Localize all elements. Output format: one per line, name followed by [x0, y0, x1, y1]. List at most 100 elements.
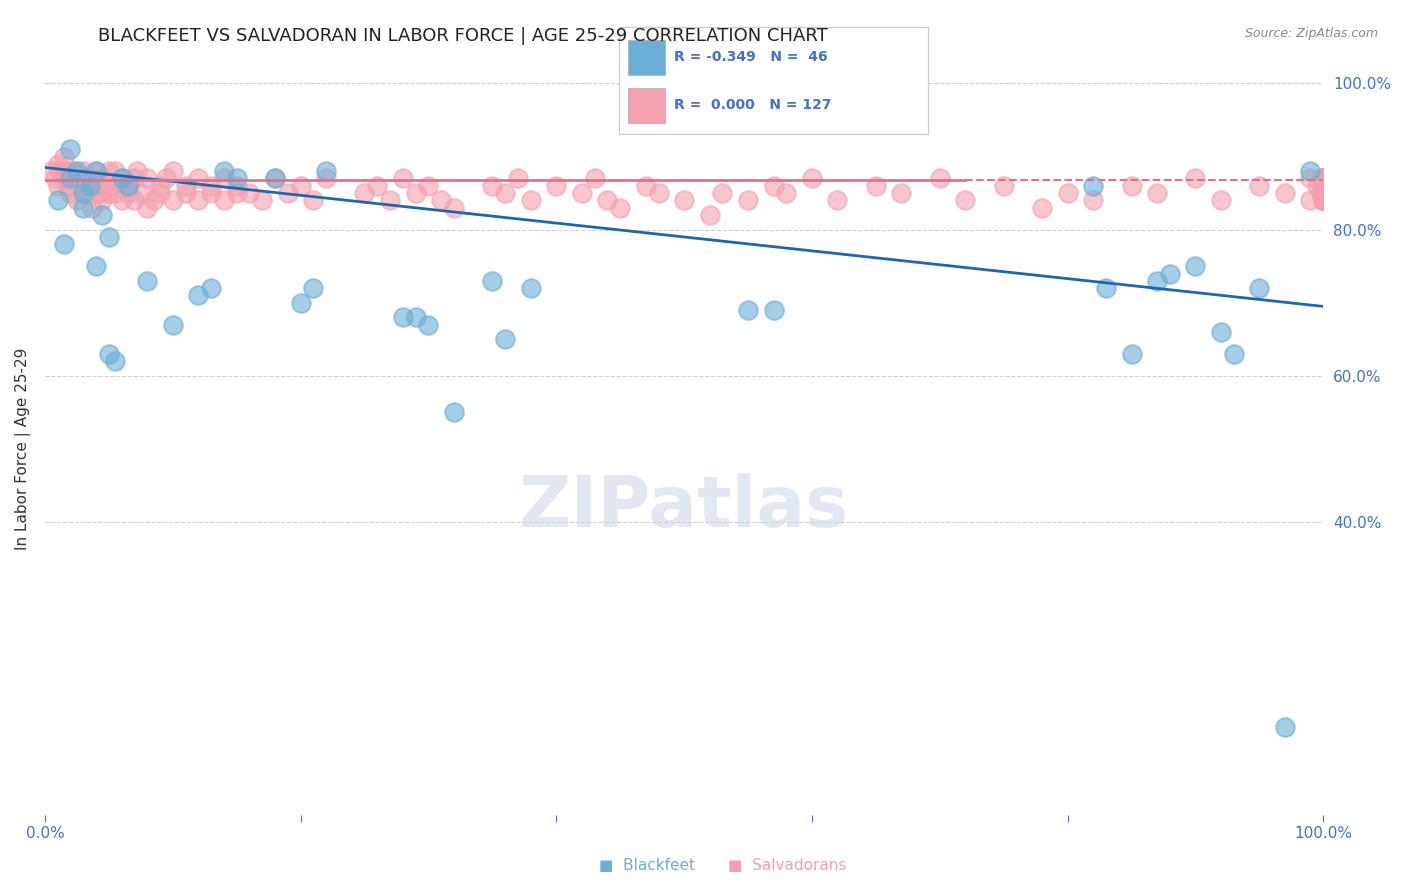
Point	[1121, 347, 1143, 361]
Text: R =  0.000   N = 127: R = 0.000 N = 127	[675, 98, 832, 112]
Point	[124, 171, 146, 186]
Point	[290, 295, 312, 310]
Point	[1312, 178, 1334, 193]
Point	[79, 178, 101, 193]
Point	[353, 186, 375, 200]
Point	[1312, 178, 1334, 193]
Point	[46, 194, 69, 208]
Point	[162, 164, 184, 178]
Point	[87, 186, 110, 200]
Point	[443, 405, 465, 419]
Point	[827, 194, 849, 208]
Point	[1274, 186, 1296, 200]
Point	[302, 281, 325, 295]
Point	[225, 171, 247, 186]
Point	[494, 186, 516, 200]
Point	[75, 186, 97, 200]
Point	[405, 310, 427, 325]
Text: Source: ZipAtlas.com: Source: ZipAtlas.com	[1244, 27, 1378, 40]
Point	[1310, 171, 1333, 186]
Point	[1083, 194, 1105, 208]
Point	[136, 201, 159, 215]
Point	[737, 194, 759, 208]
Point	[392, 171, 415, 186]
Point	[1312, 194, 1334, 208]
Point	[110, 171, 132, 186]
Point	[405, 186, 427, 200]
Point	[800, 171, 823, 186]
Point	[97, 164, 120, 178]
Point	[1184, 171, 1206, 186]
Point	[56, 178, 79, 193]
Point	[212, 194, 235, 208]
Point	[494, 332, 516, 346]
Point	[737, 303, 759, 318]
Point	[187, 288, 209, 302]
Point	[315, 164, 337, 178]
Point	[418, 318, 440, 332]
Text: R = -0.349   N =  46: R = -0.349 N = 46	[675, 50, 828, 63]
Point	[72, 186, 94, 200]
Point	[97, 347, 120, 361]
Point	[1299, 171, 1322, 186]
Point	[609, 201, 631, 215]
Point	[519, 194, 541, 208]
Point	[1312, 194, 1334, 208]
Point	[1312, 171, 1334, 186]
Point	[125, 164, 148, 178]
Text: ■  Salvadorans: ■ Salvadorans	[728, 858, 846, 872]
Point	[91, 208, 114, 222]
Point	[53, 150, 76, 164]
Point	[136, 274, 159, 288]
Point	[264, 171, 287, 186]
Point	[149, 178, 172, 193]
Point	[1159, 267, 1181, 281]
Point	[59, 142, 82, 156]
Point	[378, 194, 401, 208]
Point	[100, 178, 122, 193]
Point	[1056, 186, 1078, 200]
Point	[647, 186, 669, 200]
Point	[762, 303, 785, 318]
Point	[443, 201, 465, 215]
Point	[1299, 164, 1322, 178]
Point	[225, 178, 247, 193]
Point	[97, 186, 120, 200]
Point	[519, 281, 541, 295]
Point	[136, 171, 159, 186]
Point	[91, 194, 114, 208]
Point	[174, 178, 197, 193]
Point	[1121, 178, 1143, 193]
Point	[55, 164, 77, 178]
Bar	[628, 87, 665, 123]
Point	[250, 194, 273, 208]
Point	[1223, 347, 1246, 361]
Point	[238, 186, 260, 200]
Point	[84, 259, 107, 273]
Point	[39, 164, 62, 178]
Point	[66, 164, 89, 178]
Point	[53, 237, 76, 252]
Point	[62, 164, 84, 178]
Point	[1299, 194, 1322, 208]
Point	[162, 194, 184, 208]
Point	[212, 171, 235, 186]
Point	[277, 186, 299, 200]
Point	[162, 318, 184, 332]
Point	[711, 186, 734, 200]
Point	[53, 171, 76, 186]
Point	[1312, 178, 1334, 193]
Point	[1312, 194, 1334, 208]
Point	[212, 164, 235, 178]
Text: BLACKFEET VS SALVADORAN IN LABOR FORCE | AGE 25-29 CORRELATION CHART: BLACKFEET VS SALVADORAN IN LABOR FORCE |…	[98, 27, 828, 45]
Text: ZIPatlas: ZIPatlas	[519, 473, 849, 542]
Point	[546, 178, 568, 193]
Point	[1031, 201, 1053, 215]
Point	[506, 171, 529, 186]
Point	[66, 194, 89, 208]
Point	[72, 201, 94, 215]
Point	[1274, 720, 1296, 734]
Point	[46, 157, 69, 171]
Point	[1312, 194, 1334, 208]
Point	[890, 186, 912, 200]
